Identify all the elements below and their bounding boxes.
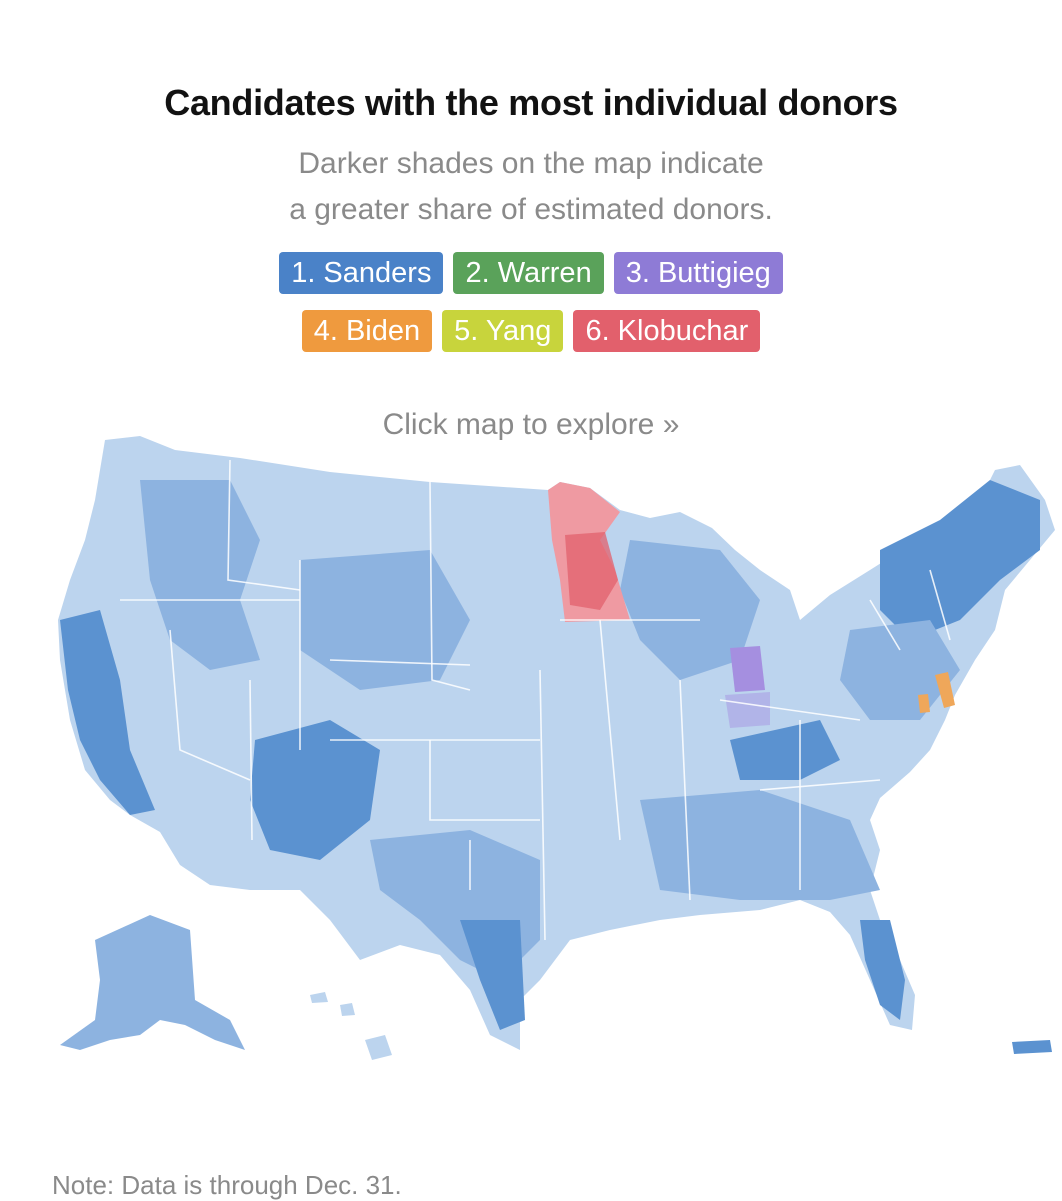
hawaii-islands[interactable]	[310, 992, 392, 1060]
southeast-region	[640, 790, 880, 900]
plains-region	[300, 550, 470, 690]
mid-atlantic-region	[840, 620, 960, 720]
legend-row-1: 1. Sanders 2. Warren 3. Buttigieg	[0, 252, 1062, 294]
legend-chip-klobuchar[interactable]: 6. Klobuchar	[573, 310, 761, 352]
chart-subtitle-line-1: Darker shades on the map indicate	[298, 147, 764, 180]
northeast-dark-region	[880, 480, 1040, 640]
virginia-biden-spot	[918, 694, 930, 713]
mountain-west-region	[140, 480, 260, 670]
chart-subtitle-line-2: a greater share of estimated donors.	[289, 193, 773, 226]
indiana-buttigieg-region[interactable]	[730, 646, 765, 692]
florida-dark-region	[860, 920, 905, 1020]
west-coast-dark-region	[60, 610, 155, 815]
chart-title: Candidates with the most individual dono…	[164, 82, 898, 123]
legend-chip-buttigieg[interactable]: 3. Buttigieg	[613, 252, 783, 294]
legend-chip-sanders[interactable]: 1. Sanders	[279, 252, 444, 294]
legend-chip-biden[interactable]: 4. Biden	[301, 310, 433, 352]
puerto-rico-shape[interactable]	[1012, 1040, 1052, 1054]
legend-row-2: 4. Biden 5. Yang 6. Klobuchar	[0, 310, 1062, 352]
great-lakes-region	[620, 540, 760, 680]
alaska-shape[interactable]	[60, 915, 245, 1050]
delaware-biden-spot	[935, 672, 955, 708]
state-borders	[120, 459, 951, 941]
map-hint: Click map to explore »	[382, 408, 680, 441]
texas-dark-region	[460, 920, 525, 1030]
kentucky-dark-region	[730, 720, 840, 780]
minnesota-klobuchar-dark-core	[565, 532, 618, 610]
legend-chip-warren[interactable]: 2. Warren	[453, 252, 604, 294]
us-donor-map[interactable]	[0, 420, 1062, 1120]
footnote: Note: Data is through Dec. 31.	[52, 1170, 402, 1200]
southwest-dark-region	[250, 720, 380, 860]
indiana-buttigieg-light-region	[725, 692, 770, 728]
legend-chip-yang[interactable]: 5. Yang	[442, 310, 564, 352]
